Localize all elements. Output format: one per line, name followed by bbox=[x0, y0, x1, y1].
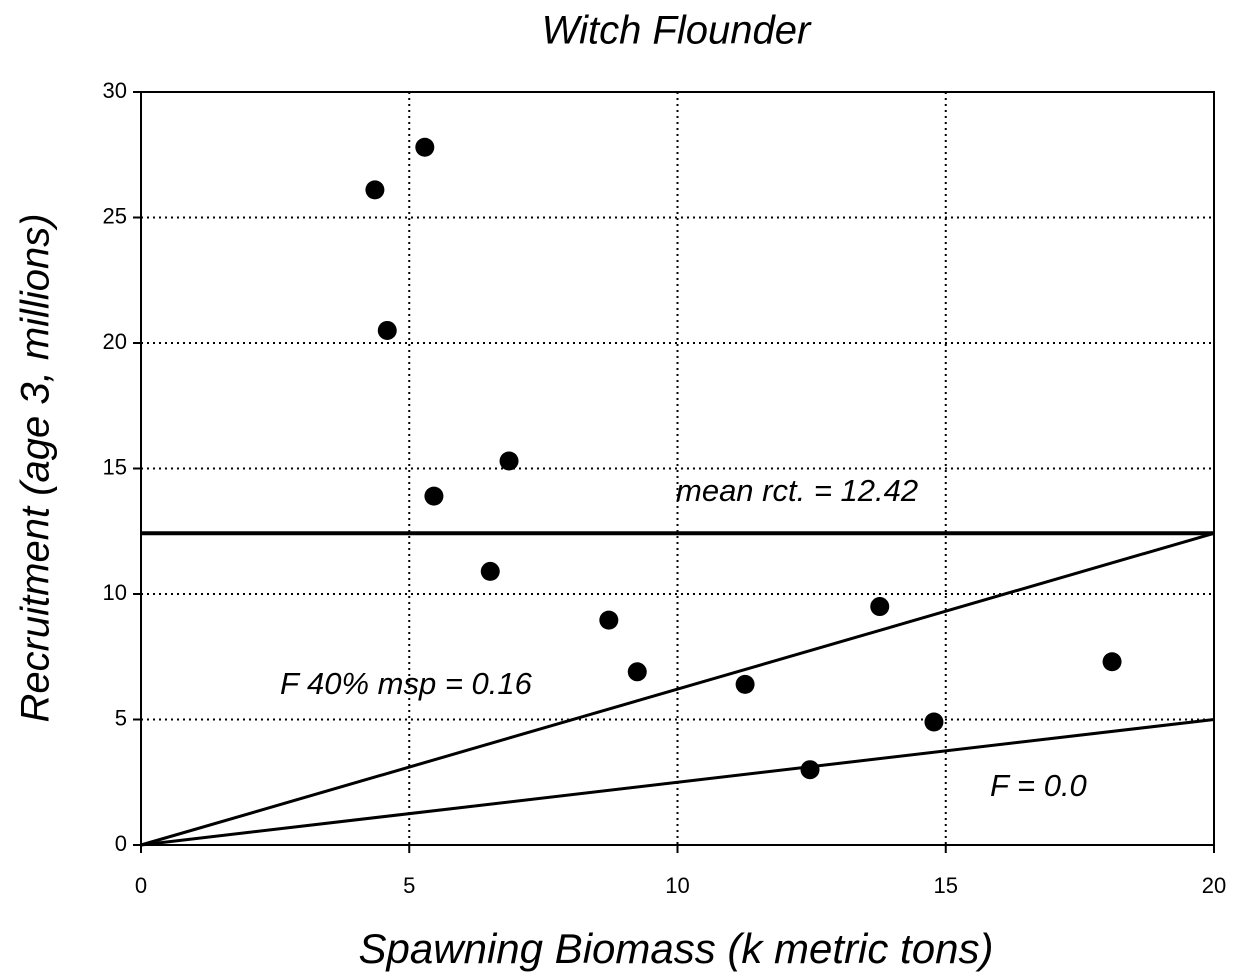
y-tick-label: 25 bbox=[103, 203, 127, 228]
x-tick-label: 10 bbox=[665, 873, 689, 898]
plot-frame bbox=[140, 91, 1215, 846]
x-tick-label: 5 bbox=[403, 873, 415, 898]
data-point bbox=[365, 180, 385, 200]
data-point bbox=[627, 662, 647, 682]
line-annotation: F 40% msp = 0.16 bbox=[280, 666, 533, 701]
x-tick-label: 0 bbox=[135, 873, 147, 898]
y-tick-label: 20 bbox=[103, 329, 127, 354]
y-tick-label: 30 bbox=[103, 78, 127, 103]
data-point bbox=[499, 451, 519, 471]
reference-line bbox=[140, 531, 1215, 847]
data-point bbox=[924, 712, 944, 732]
data-point bbox=[800, 760, 820, 780]
data-point bbox=[480, 561, 500, 581]
data-point bbox=[377, 320, 397, 340]
x-tick-label: 20 bbox=[1202, 873, 1226, 898]
line-annotation: F = 0.0 bbox=[990, 768, 1087, 803]
data-point bbox=[735, 674, 755, 694]
data-point bbox=[424, 486, 444, 506]
y-tick-label: 10 bbox=[103, 580, 127, 605]
data-point bbox=[1102, 652, 1122, 672]
data-point bbox=[870, 597, 890, 617]
line-annotation: mean rct. = 12.42 bbox=[676, 473, 918, 508]
data-point bbox=[599, 610, 619, 630]
y-axis-label: Recruitment (age 3, millions) bbox=[14, 213, 58, 722]
chart-title: Witch Flounder bbox=[542, 9, 812, 53]
x-axis-label: Spawning Biomass (k metric tons) bbox=[359, 925, 994, 972]
x-tick-label: 15 bbox=[934, 873, 958, 898]
y-tick-label: 0 bbox=[115, 831, 127, 856]
data-point bbox=[415, 137, 435, 157]
reference-line bbox=[140, 718, 1215, 847]
y-tick-label: 5 bbox=[115, 705, 127, 730]
y-tick-label: 15 bbox=[103, 454, 127, 479]
